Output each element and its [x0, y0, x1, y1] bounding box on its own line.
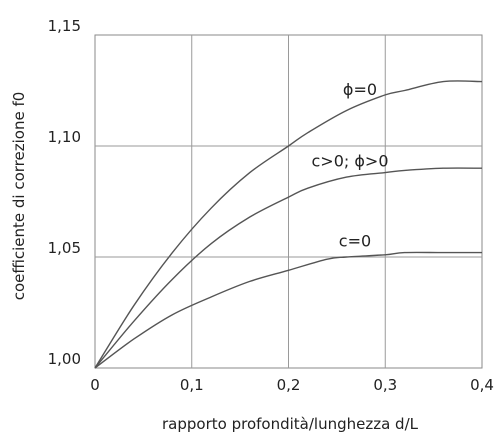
x-axis-label: rapporto profondità/lunghezza d/L — [162, 415, 419, 433]
x-tick-label: 0,2 — [277, 376, 301, 394]
series-lines — [94, 80, 483, 369]
series-label-c-phi-positive: c>0; ϕ>0 — [312, 152, 389, 171]
y-tick-label: 1,05 — [48, 239, 81, 257]
series-label-c0: c=0 — [339, 232, 371, 251]
y-axis-label: coefficiente di correzione f0 — [10, 92, 28, 301]
x-tick-label: 0,3 — [373, 376, 397, 394]
series-line-c0 — [94, 251, 482, 369]
x-tick-label: 0,4 — [470, 376, 494, 394]
series-label-phi0: ϕ=0 — [343, 80, 377, 99]
x-tick-label: 0,1 — [180, 376, 204, 394]
y-tick-label: 1,15 — [48, 17, 81, 35]
y-tick-label: 1,10 — [48, 128, 81, 146]
y-tick-label: 1,00 — [48, 350, 81, 368]
series-line-phi0 — [94, 80, 483, 369]
tick-labels: 0 0,1 0,2 0,3 0,4 1,00 1,05 1,10 1,15 — [48, 17, 494, 394]
grid — [94, 34, 483, 369]
series-line-c-phi-positive — [94, 167, 483, 369]
x-tick-label: 0 — [90, 376, 100, 394]
series-labels: ϕ=0 c>0; ϕ>0 c=0 — [312, 80, 389, 250]
